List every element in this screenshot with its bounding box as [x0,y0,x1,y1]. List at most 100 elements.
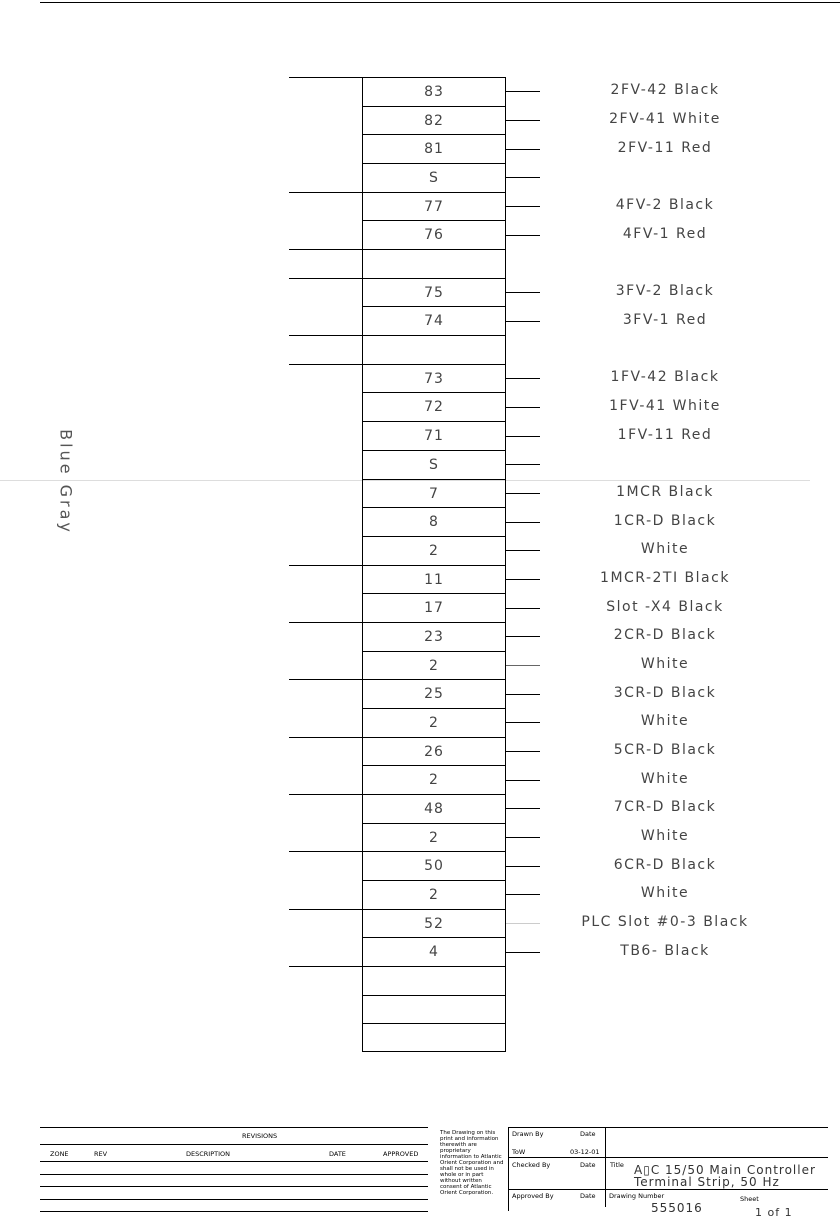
wire-lead [506,234,540,236]
group-divider-line [289,908,362,910]
title-label: Title [610,1161,624,1169]
wire-label: 1MCR-2TI Black [600,569,730,586]
wire-label: White [640,713,690,730]
terminal-cell: 73 [362,363,506,393]
terminal-cell: 8 [362,507,506,536]
wire-lead [506,808,540,810]
wire-lead [506,779,540,781]
checked-by-label: Checked By [512,1161,551,1169]
terminal-cell: 76 [362,220,506,249]
terminal-cell: 2 [362,822,506,852]
approved-by-label: Approved By [512,1192,554,1200]
terminal-cell: 50 [362,851,506,880]
wire-lead [506,292,540,294]
wire-lead [506,865,540,867]
wire-lead [506,91,540,93]
wire-label: White [640,770,690,787]
terminal-cell: 2 [362,765,506,794]
terminal-cell: 2 [362,880,506,909]
wire-label: 3FV-1 Red [622,311,708,328]
wire-lead [506,435,540,437]
sheet-number: 1 of 1 [755,1206,793,1219]
terminal-cell: 2 [362,535,506,565]
terminal-cell: 75 [362,277,506,307]
wire-lead [506,550,540,552]
wire-label: 7CR-D Black [613,799,717,816]
title-line-2: Terminal Strip, 50 Hz [634,1175,780,1189]
group-divider-line [289,621,362,623]
terminal-strip-outline [362,77,506,1053]
wire-lead [506,951,540,953]
proprietary-notice: The Drawing on this print and informatio… [440,1130,504,1196]
terminal-cell [362,966,506,995]
terminal-cell [362,335,506,364]
wire-lead [506,607,540,609]
wire-label: PLC Slot #0-3 Black [581,914,749,931]
wire-lead [506,750,540,752]
wire-label: White [640,541,690,558]
wire-label: 4FV-2 Black [615,197,715,214]
wire-lead [506,722,540,724]
wire-lead [506,148,540,150]
wire-lead [506,378,540,380]
terminal-cell: 4 [362,937,506,966]
wire-label: 2CR-D Black [613,627,717,644]
terminal-cell: 48 [362,794,506,823]
wire-lead [506,578,540,580]
top-border-line [40,2,840,3]
group-divider-line [289,249,362,251]
wire-label: 5CR-D Black [613,741,717,758]
wire-lead [506,664,540,666]
col-approved: APPROVED [383,1150,419,1158]
wire-label: White [640,828,690,845]
terminal-cell: 74 [362,306,506,335]
wire-label: 6CR-D Black [613,856,717,873]
wire-lead [506,636,540,638]
side-label: Blue Gray [56,429,76,535]
group-divider-line [289,564,362,566]
group-divider-line [289,966,362,968]
col-description: DESCRIPTION [186,1150,230,1158]
wire-label: 1FV-11 Red [617,426,713,443]
approved-date-label: Date [580,1192,596,1200]
terminal-cell: 17 [362,593,506,622]
wire-lead [506,406,540,408]
wire-label: 4FV-1 Red [622,225,708,242]
group-divider-line [289,851,362,853]
group-divider-line [289,335,362,337]
group-divider-line [289,679,362,681]
wire-lead [506,521,540,523]
wire-label: 1MCR Black [616,483,714,500]
wire-lead [506,206,540,208]
checked-date-label: Date [580,1161,596,1169]
wire-label: 3CR-D Black [613,684,717,701]
wire-lead [506,320,540,322]
terminal-cell: S [362,449,506,479]
terminal-cell: 2 [362,707,506,737]
wire-lead [506,923,540,925]
wire-label: 3FV-2 Black [615,283,715,300]
wire-label: 2FV-42 Black [610,82,720,99]
group-divider-line [289,736,362,738]
drawing-number: 555016 [651,1201,703,1215]
col-zone: ZONE [50,1150,69,1158]
title-line-1: A▯C 15/50 Main Controller [634,1163,816,1177]
terminal-cell [362,1023,506,1052]
sheet-label: Sheet [740,1195,759,1203]
terminal-cell [362,249,506,278]
drawn-by-label: Drawn By [512,1130,544,1138]
terminal-cell: 81 [362,134,506,163]
wire-lead [506,837,540,839]
terminal-cell: 26 [362,736,506,766]
wire-lead [506,464,540,466]
terminal-cell: S [362,163,506,192]
group-divider-line [289,77,362,78]
wire-lead [506,693,540,695]
col-date: DATE [329,1150,346,1158]
wire-label: 2FV-11 Red [617,139,713,156]
wire-label: White [640,885,690,902]
drawn-date-label: Date [580,1130,596,1138]
wire-label: 2FV-41 White [609,111,721,128]
terminal-cell: 11 [362,564,506,594]
